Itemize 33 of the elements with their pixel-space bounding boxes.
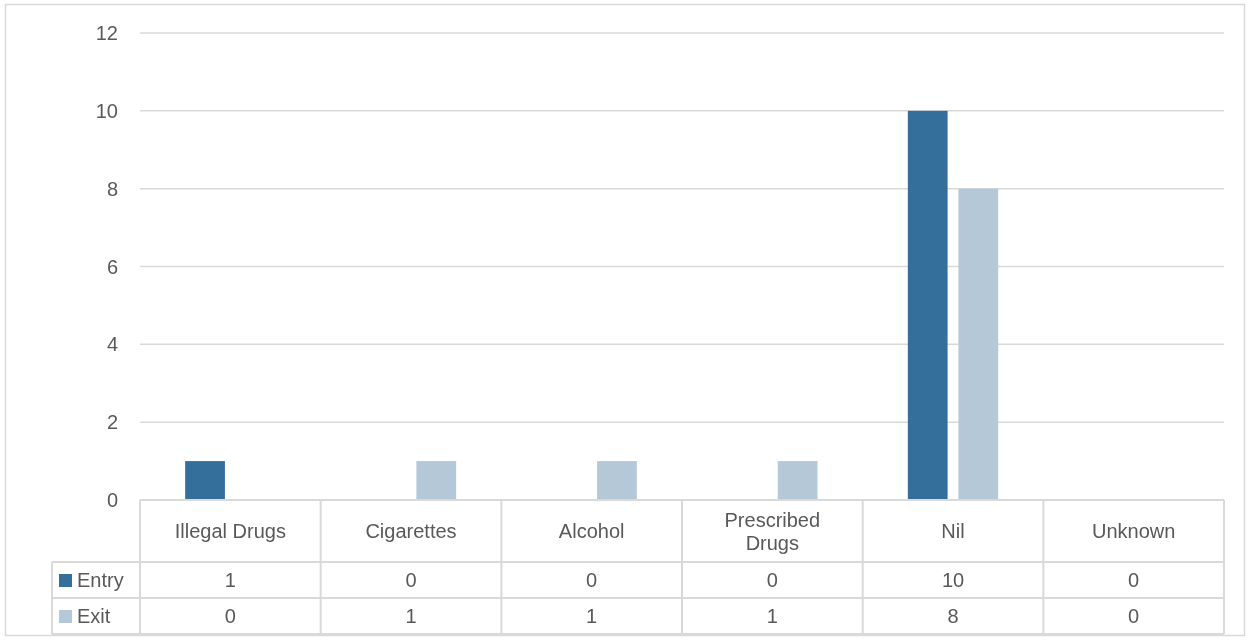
bar	[907, 110, 948, 500]
data-label: 0	[224, 605, 236, 627]
data-label: 0	[405, 569, 417, 591]
bar	[958, 188, 999, 500]
data-label: 1	[766, 605, 778, 627]
data-label: 8	[947, 605, 959, 627]
y-tick-label: 0	[106, 489, 118, 511]
x-tick-label: Cigarettes	[365, 520, 457, 542]
bar	[416, 461, 457, 500]
x-tick-label: Nil	[941, 520, 965, 542]
y-tick-label: 10	[95, 99, 118, 122]
y-tick-label: 12	[95, 22, 118, 44]
data-label: 0	[1128, 569, 1140, 591]
data-label: 1	[224, 569, 236, 591]
bar	[185, 461, 225, 500]
y-tick-label: 8	[106, 177, 118, 200]
data-label: 0	[766, 569, 778, 591]
bar	[597, 461, 637, 500]
legend-label: Exit	[77, 605, 111, 627]
legend-label: Entry	[77, 569, 124, 591]
x-tick-label: Prescribed Drugs	[724, 508, 821, 554]
y-tick-label: 4	[106, 333, 118, 356]
x-tick-label: Unknown	[1091, 520, 1176, 542]
x-tick-label: Alcohol	[558, 520, 625, 542]
data-label: 0	[586, 569, 598, 591]
data-label: 1	[586, 605, 598, 627]
x-tick-label: Illegal Drugs	[174, 520, 286, 542]
y-tick-label: 2	[106, 411, 118, 434]
data-label: 1	[405, 605, 417, 627]
data-label: 10	[941, 569, 965, 591]
bar	[777, 461, 818, 500]
data-label: 0	[1128, 605, 1140, 627]
y-tick-label: 6	[106, 255, 118, 278]
